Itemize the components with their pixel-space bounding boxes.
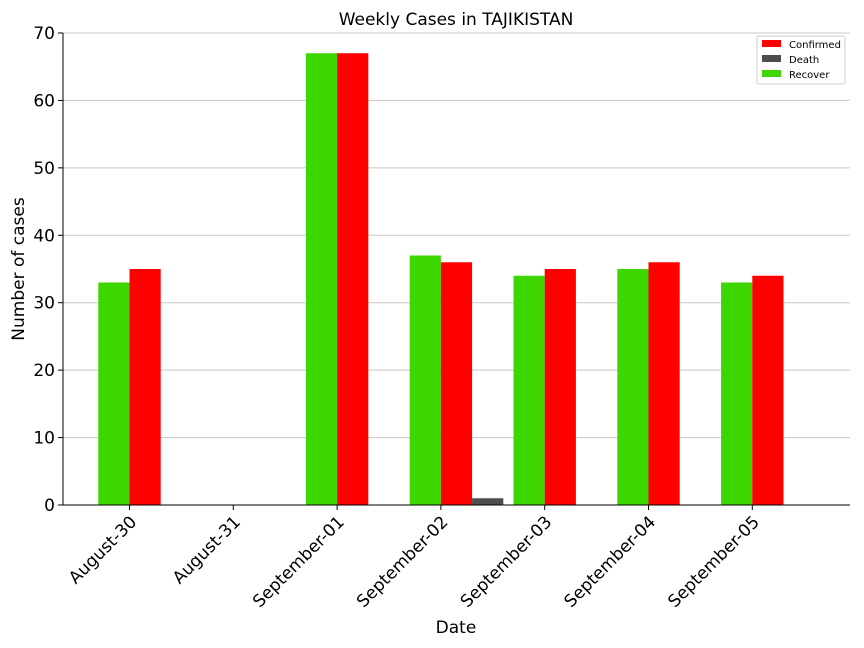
bar-confirmed <box>337 53 369 505</box>
bar-recover <box>305 53 338 505</box>
bar-confirmed <box>648 262 680 505</box>
y-tick-label: 70 <box>33 24 55 44</box>
y-tick-label: 20 <box>33 361 55 381</box>
x-tick-label: September-05 <box>664 512 763 611</box>
x-ticks: August-30 August-31 September-01 September-… <box>65 505 764 612</box>
y-axis-label: Number of cases <box>9 197 29 341</box>
legend-label-death: Death <box>789 55 819 66</box>
y-tick-label: 50 <box>33 159 55 179</box>
legend-swatch-recover <box>762 70 781 77</box>
x-tick-label: September-02 <box>353 512 452 611</box>
bar-recover <box>513 275 545 505</box>
bar-recover <box>98 282 130 505</box>
y-tick-label: 30 <box>33 294 55 314</box>
y-tick-label: 60 <box>33 91 55 111</box>
x-tick-label: August-31 <box>169 512 245 588</box>
x-tick-label: September-01 <box>249 512 348 611</box>
legend: Confirmed Death Recover <box>756 35 846 85</box>
y-tick-label: 40 <box>33 226 55 246</box>
y-tick-label: 10 <box>33 429 55 449</box>
legend-swatch-death <box>762 55 781 62</box>
x-tick-label: September-04 <box>561 512 660 611</box>
chart-title: Weekly Cases in TAJIKISTAN <box>339 10 574 30</box>
bar-recover <box>409 255 441 505</box>
legend-swatch-confirmed <box>762 40 781 47</box>
bars <box>98 53 784 505</box>
legend-label-recover: Recover <box>789 70 830 81</box>
bar-confirmed <box>129 269 161 505</box>
bar-confirmed <box>440 262 473 505</box>
bar-confirmed <box>752 275 784 505</box>
bar-death <box>472 498 504 505</box>
x-tick-label: September-03 <box>457 512 556 611</box>
bar-recover <box>617 269 649 505</box>
x-axis-label: Date <box>436 618 477 638</box>
y-ticks: 0 10 20 30 40 50 60 70 <box>33 24 63 516</box>
x-tick-label: August-30 <box>65 512 141 588</box>
legend-label-confirmed: Confirmed <box>789 40 841 51</box>
bar-recover <box>721 282 753 505</box>
bar-confirmed <box>544 269 576 505</box>
y-tick-label: 0 <box>44 496 55 516</box>
